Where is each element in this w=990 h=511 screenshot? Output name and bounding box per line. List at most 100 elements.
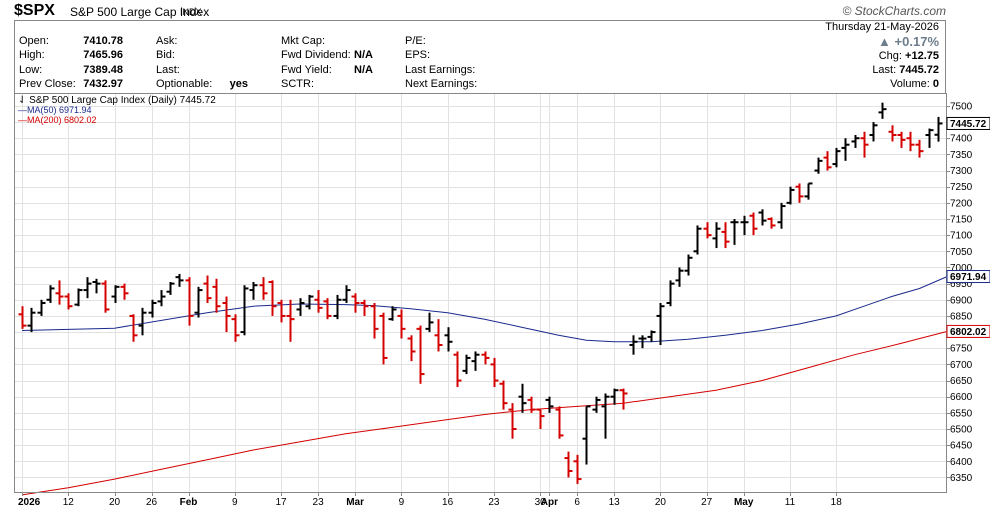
pe-label: P/E: xyxy=(405,35,426,47)
y-tick-label: 7350 xyxy=(950,150,973,161)
ohlc-bar xyxy=(897,131,906,148)
ohlc-bar xyxy=(740,215,749,236)
ohlc-bar xyxy=(804,182,813,200)
low-label: Low: xyxy=(19,64,43,76)
ohlc-bar xyxy=(249,282,258,300)
ohlc-bar xyxy=(212,278,221,313)
last-row: Last: 7445.72 xyxy=(872,64,939,76)
y-tick-label: 7150 xyxy=(950,215,973,226)
ohlc-bar xyxy=(573,454,582,484)
last-value: 7445.72 xyxy=(899,64,939,76)
ohlc-bar xyxy=(360,299,369,316)
last-price-label: Last: xyxy=(872,64,897,76)
high-label: High: xyxy=(19,49,45,61)
x-tick-label: 2026 xyxy=(18,497,41,508)
ohlc-bar xyxy=(721,222,730,249)
sctr-label: SCTR: xyxy=(281,78,314,90)
y-tick-label: 7250 xyxy=(950,182,973,193)
fwd-dividend-label: Fwd Dividend: xyxy=(281,49,351,61)
ohlc-bars xyxy=(18,102,943,484)
pct-change: ▲ +0.17% xyxy=(878,34,939,49)
ohlc-bar xyxy=(397,309,406,339)
ohlc-bar xyxy=(795,183,804,203)
ohlc-bar xyxy=(388,306,397,321)
ohlc-bar xyxy=(314,290,323,313)
ohlc-bar xyxy=(823,151,832,171)
fwd-yield-value: N/A xyxy=(354,64,373,76)
ohlc-bar xyxy=(194,286,203,318)
ohlc-bar xyxy=(490,357,499,387)
x-tick-label: 11 xyxy=(785,497,796,508)
y-tick-label: 6750 xyxy=(950,344,973,355)
ohlc-bar xyxy=(37,299,46,316)
y-tick-label: 6400 xyxy=(950,457,973,468)
legend-ma50-swatch: — xyxy=(18,105,27,115)
ohlc-bar xyxy=(166,282,175,295)
ohlc-bar xyxy=(925,128,934,148)
ohlc-bar xyxy=(841,138,850,161)
ohlc-bar xyxy=(453,351,462,387)
y-tick-label: 6950 xyxy=(950,279,973,290)
y-tick-label: 6450 xyxy=(950,441,973,452)
legend-ma200-text: MA(200) 6802.02 xyxy=(27,115,97,125)
ohlc-bar xyxy=(629,335,638,355)
ohlc-bar xyxy=(323,298,332,320)
ohlc-bar xyxy=(46,285,55,303)
ohlc-bar xyxy=(814,157,823,174)
ma50-line xyxy=(21,276,948,343)
ma50-value-tag-text: 6971.94 xyxy=(950,272,987,283)
ohlc-bar xyxy=(222,296,231,333)
ohlc-bar xyxy=(425,312,434,333)
ohlc-bar xyxy=(767,217,776,229)
ohlc-bar xyxy=(83,277,92,299)
x-tick-label: 16 xyxy=(442,497,454,508)
bid-label: Bid: xyxy=(156,49,175,61)
pct-change-value: +0.17% xyxy=(894,34,939,49)
chg-row: Chg: +12.75 xyxy=(879,50,939,62)
y-tick-label: 6900 xyxy=(950,295,973,306)
ohlc-bar xyxy=(647,330,656,342)
optionable-value: yes xyxy=(229,78,248,90)
ohlc-bar xyxy=(333,294,342,320)
ohlc-bar xyxy=(434,319,443,352)
y-axis: 6350640064506500655066006650670067506800… xyxy=(946,101,990,484)
prev-close-value: 7432.97 xyxy=(83,78,123,90)
chg-label: Chg: xyxy=(878,50,902,62)
x-tick-label: 20 xyxy=(109,497,121,508)
ohlc-bar xyxy=(481,351,490,365)
ohlc-bar xyxy=(906,131,915,152)
ticker-symbol: $SPX xyxy=(14,2,55,19)
ohlc-bar xyxy=(499,380,508,410)
x-tick-label: 13 xyxy=(609,497,621,508)
ohlc-bar xyxy=(351,293,360,313)
ohlc-bar xyxy=(601,393,610,439)
chart-title: ⇃ S&P 500 Large Cap Index (Daily) 7445.7… xyxy=(18,95,216,106)
ohlc-bar xyxy=(878,102,887,119)
y-tick-label: 6600 xyxy=(950,392,973,403)
last-label: Last: xyxy=(156,64,180,76)
ohlc-bar xyxy=(129,314,138,342)
ohlc-bar xyxy=(786,186,795,205)
chg-value: +12.75 xyxy=(905,50,939,62)
ohlc-bar xyxy=(305,294,314,310)
x-tick-label: May xyxy=(734,497,754,508)
ohlc-bar xyxy=(915,139,924,158)
ohlc-bar xyxy=(175,273,184,287)
ohlc-bar xyxy=(444,327,453,352)
legend-ma50: —MA(50) 6971.94 xyxy=(18,105,92,115)
ohlc-bar xyxy=(268,280,277,316)
ohlc-bar xyxy=(610,388,619,405)
y-tick-label: 7200 xyxy=(950,198,973,209)
ohlc-bar xyxy=(703,222,712,239)
mkt-cap-label: Mkt Cap: xyxy=(281,35,326,47)
ohlc-bar xyxy=(832,147,841,168)
x-tick-label: 27 xyxy=(701,497,713,508)
ohlc-bar xyxy=(203,275,212,303)
y-tick-label: 6500 xyxy=(950,425,973,436)
ohlc-bar xyxy=(638,335,647,349)
y-tick-label: 7100 xyxy=(950,231,973,242)
y-tick-label: 6850 xyxy=(950,311,973,322)
x-tick-label: 18 xyxy=(831,497,843,508)
legend-ma200: —MA(200) 6802.02 xyxy=(18,115,97,125)
eps-label: EPS: xyxy=(405,49,431,61)
